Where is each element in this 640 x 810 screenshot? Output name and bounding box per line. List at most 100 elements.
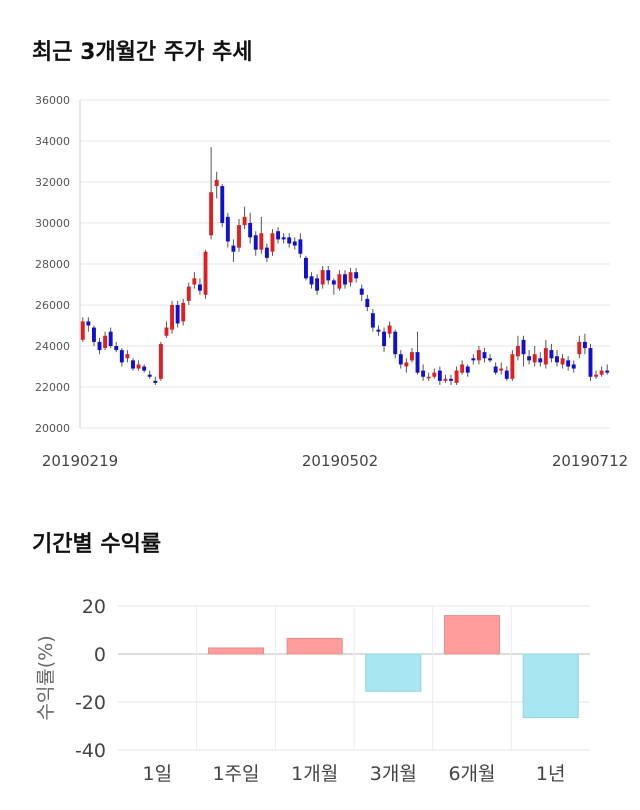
return-bar <box>365 653 422 692</box>
candle-body-down <box>566 360 571 367</box>
candle-body-down <box>142 366 147 371</box>
x-tick-label: 3개월 <box>370 763 417 785</box>
candle-body-up <box>214 179 219 187</box>
candle-body-down <box>287 237 292 244</box>
candle-body-up <box>242 216 247 226</box>
candle-body-up <box>320 270 325 285</box>
candle-body-down <box>415 352 420 373</box>
candle-body-down <box>571 364 576 369</box>
candle-body-down <box>393 331 398 355</box>
candle-body-down <box>482 352 487 359</box>
candle-body-up <box>170 305 175 330</box>
candle-body-up <box>594 374 599 377</box>
y-tick-label: 20000 <box>35 422 70 435</box>
candle-body-down <box>281 237 286 240</box>
y-axis-label: 수익률(%) <box>35 635 57 720</box>
candle-body-down <box>359 288 364 295</box>
candle-body-up <box>80 321 85 340</box>
candle-body-down <box>538 358 543 363</box>
candle-body-up <box>510 354 515 379</box>
candle-body-up <box>136 364 141 369</box>
candle-body-down <box>225 216 230 242</box>
candle-body-down <box>253 235 258 250</box>
y-tick-label: 30000 <box>35 217 70 230</box>
price-trend-title: 최근 3개월간 주가 추세 <box>32 40 253 65</box>
candle-body-down <box>382 331 387 346</box>
y-tick-label: 0 <box>94 644 106 666</box>
candle-body-down <box>449 378 453 381</box>
candle-body-up <box>460 364 465 373</box>
candle-body-down <box>437 370 442 381</box>
candle-body-down <box>365 298 370 308</box>
candle-body-up <box>499 368 504 371</box>
candle-body-down <box>331 280 336 285</box>
candle-body-down <box>588 348 593 377</box>
candle-body-down <box>465 366 470 373</box>
candle-body-down <box>248 223 253 238</box>
y-tick-label: 22000 <box>35 381 70 394</box>
candle-body-down <box>119 350 124 363</box>
candle-body-up <box>164 327 169 336</box>
candle-body-down <box>376 329 381 332</box>
candle-body-up <box>348 272 353 283</box>
candle-body-up <box>577 341 582 355</box>
candle-body-down <box>504 370 509 379</box>
candle-body-up <box>404 362 409 367</box>
candle-body-down <box>197 284 202 291</box>
candle-body-down <box>231 245 236 252</box>
candle-body-down <box>521 339 526 355</box>
candle-body-up <box>337 274 342 289</box>
candle-body-up <box>203 251 208 295</box>
candle-body-up <box>259 233 264 250</box>
x-tick-label: 1일 <box>143 763 173 785</box>
candle-body-up <box>125 354 130 359</box>
candle-body-up <box>209 192 214 236</box>
return-bar <box>286 637 343 655</box>
candle-body-down <box>326 270 331 281</box>
period-return-title: 기간별 수익률 <box>32 532 162 557</box>
candle-body-up <box>476 350 481 361</box>
y-tick-label: 28000 <box>35 258 70 271</box>
x-tick-label: 20190712 <box>552 452 628 470</box>
candle-body-up <box>532 354 537 363</box>
candle-body-up <box>387 325 392 334</box>
x-tick-label: 20190502 <box>302 452 378 470</box>
candle-body-down <box>108 331 113 346</box>
candle-body-down <box>354 272 359 279</box>
candle-body-up <box>599 370 604 375</box>
return-bar <box>207 647 265 655</box>
candle-body-up <box>515 346 520 357</box>
y-tick-label: -20 <box>75 692 106 714</box>
candle-body-up <box>426 376 431 379</box>
candle-body-down <box>398 354 403 365</box>
candle-body-up <box>443 378 448 381</box>
candle-body-down <box>276 231 281 240</box>
candle-body-down <box>488 358 493 361</box>
return-bar <box>522 653 579 719</box>
candle-body-down <box>549 350 554 359</box>
candle-body-up <box>181 302 186 322</box>
candle-body-down <box>153 380 158 383</box>
candle-body-down <box>114 346 119 351</box>
x-tick-label: 1주일 <box>212 763 259 785</box>
candle-body-down <box>147 374 152 377</box>
y-tick-label: 32000 <box>35 176 70 189</box>
candle-body-down <box>220 186 225 223</box>
y-tick-label: 34000 <box>35 135 70 148</box>
y-tick-label: 36000 <box>35 94 70 107</box>
x-tick-label: 1개월 <box>291 763 338 785</box>
x-tick-label: 6개월 <box>448 763 495 785</box>
candle-body-down <box>131 360 135 369</box>
candle-body-down <box>343 274 347 285</box>
candle-body-down <box>175 305 180 324</box>
candle-body-down <box>582 341 587 349</box>
candle-body-down <box>292 241 297 246</box>
candle-body-up <box>192 278 197 285</box>
candle-body-up <box>454 370 459 383</box>
x-tick-label: 20190219 <box>42 452 118 470</box>
candle-body-up <box>432 372 437 377</box>
y-tick-label: 20 <box>82 596 106 618</box>
candle-body-down <box>309 276 314 285</box>
candle-body-up <box>158 343 163 379</box>
